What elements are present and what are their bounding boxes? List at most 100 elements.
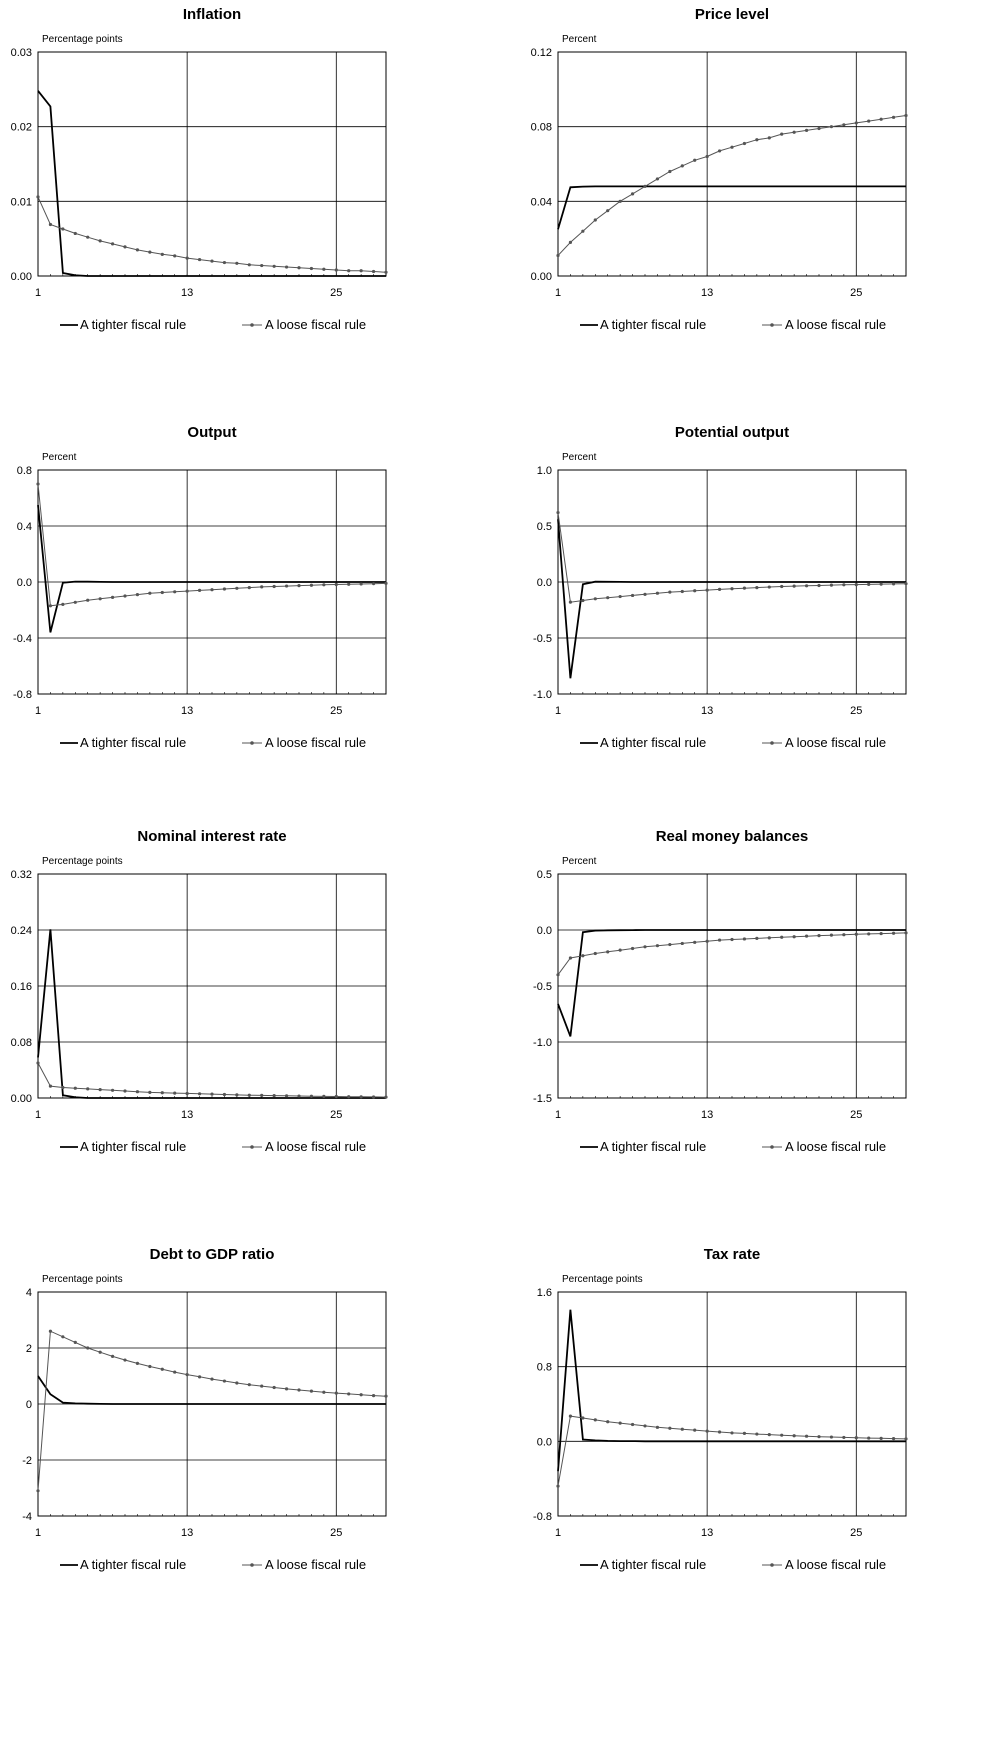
data-point bbox=[247, 586, 251, 590]
data-point bbox=[581, 1416, 585, 1420]
legend-marker-loose bbox=[770, 1145, 774, 1149]
data-point bbox=[284, 1387, 289, 1391]
data-point bbox=[334, 1094, 338, 1099]
data-point bbox=[260, 1093, 264, 1098]
legend-marker-loose bbox=[250, 323, 254, 327]
data-point bbox=[630, 192, 635, 196]
data-point bbox=[618, 199, 622, 203]
y-tick-label: 0.0 bbox=[537, 577, 552, 589]
data-point bbox=[829, 125, 834, 129]
data-point bbox=[284, 1094, 289, 1098]
chart-title: Real money balances bbox=[656, 828, 809, 845]
data-point bbox=[854, 121, 858, 125]
chart-title: Potential output bbox=[675, 424, 789, 441]
data-point bbox=[717, 149, 722, 153]
legend-label-loose: A loose fiscal rule bbox=[785, 735, 886, 750]
x-tick-label: 25 bbox=[330, 705, 342, 717]
data-point bbox=[322, 1390, 326, 1394]
data-point bbox=[371, 269, 376, 274]
data-point bbox=[829, 1435, 834, 1439]
data-point bbox=[347, 269, 351, 273]
x-tick-label: 1 bbox=[555, 1109, 561, 1121]
y-tick-label: 0.08 bbox=[11, 1037, 32, 1049]
data-point bbox=[593, 1418, 597, 1422]
data-point bbox=[247, 1383, 251, 1387]
data-point bbox=[668, 942, 672, 947]
data-point bbox=[284, 584, 289, 588]
data-point bbox=[123, 1089, 127, 1093]
data-point bbox=[891, 582, 896, 586]
legend-label-tight: A tighter fiscal rule bbox=[600, 317, 706, 332]
data-point bbox=[717, 587, 722, 591]
data-point bbox=[222, 260, 227, 265]
data-point bbox=[804, 1434, 809, 1438]
data-point bbox=[197, 1375, 202, 1379]
data-point bbox=[309, 266, 314, 271]
data-point bbox=[173, 254, 177, 258]
data-point bbox=[780, 1433, 784, 1437]
y-tick-label: 0.0 bbox=[537, 1436, 552, 1448]
data-point bbox=[556, 973, 560, 977]
y-tick-label: -0.5 bbox=[533, 981, 552, 993]
data-point bbox=[891, 931, 896, 935]
data-point bbox=[123, 245, 127, 249]
data-point bbox=[780, 935, 784, 939]
data-point bbox=[693, 940, 697, 944]
data-point bbox=[61, 1085, 65, 1090]
y-tick-label: 0.8 bbox=[537, 1362, 552, 1374]
data-point bbox=[593, 218, 597, 222]
data-point bbox=[110, 1088, 115, 1092]
chart-panel-potential-output: Potential output Percent 1.0 0.5 0.0 -0.5 -1.0… bbox=[520, 418, 912, 758]
data-point bbox=[581, 598, 585, 603]
data-point bbox=[210, 1092, 214, 1096]
y-tick-label: -0.5 bbox=[533, 633, 552, 645]
data-point bbox=[606, 209, 610, 213]
y-tick-label: 0.5 bbox=[537, 869, 552, 881]
y-tick-label: -1.0 bbox=[533, 1037, 552, 1049]
data-point bbox=[36, 482, 40, 486]
data-point bbox=[110, 595, 115, 599]
data-point bbox=[867, 582, 871, 586]
legend-label-tight: A tighter fiscal rule bbox=[600, 1557, 706, 1572]
data-point bbox=[247, 263, 251, 267]
data-point bbox=[568, 240, 573, 244]
data-point bbox=[272, 1385, 276, 1390]
data-point bbox=[197, 1092, 202, 1096]
data-point bbox=[618, 1421, 622, 1425]
data-point bbox=[48, 222, 53, 227]
data-point bbox=[235, 586, 239, 590]
chart-title: Debt to GDP ratio bbox=[150, 1246, 275, 1263]
legend-label-loose: A loose fiscal rule bbox=[785, 1139, 886, 1154]
data-point bbox=[148, 1364, 152, 1369]
legend-label-loose: A loose fiscal rule bbox=[265, 735, 366, 750]
chart-panel-inflation: Inflation Percentage points 0.03 0.02 0.01 0.… bbox=[0, 0, 392, 340]
legend-label-loose: A loose fiscal rule bbox=[785, 317, 886, 332]
data-point bbox=[135, 1090, 140, 1094]
series-line-tight bbox=[37, 1375, 386, 1405]
data-point bbox=[210, 588, 214, 592]
data-point bbox=[297, 266, 301, 270]
data-point bbox=[730, 145, 734, 149]
data-point bbox=[904, 582, 908, 586]
data-point bbox=[742, 937, 747, 941]
series-line-tight bbox=[557, 929, 906, 1037]
data-point bbox=[197, 588, 202, 592]
chart-panel-nominal-interest-rate: Nominal interest rate Percentage points 0.… bbox=[0, 822, 392, 1162]
x-tick-label: 25 bbox=[330, 1527, 342, 1539]
data-point bbox=[359, 582, 363, 586]
data-point bbox=[371, 582, 376, 586]
data-point bbox=[842, 583, 846, 587]
data-point bbox=[334, 268, 338, 272]
series-line-loose bbox=[37, 1330, 387, 1491]
data-point bbox=[717, 1430, 722, 1434]
x-tick-label: 13 bbox=[181, 287, 193, 299]
data-point bbox=[322, 267, 326, 271]
data-point bbox=[842, 933, 846, 937]
chart-title: Price level bbox=[695, 6, 769, 23]
data-point bbox=[222, 1092, 227, 1097]
data-point bbox=[854, 932, 858, 936]
data-point bbox=[655, 177, 660, 181]
data-point bbox=[693, 589, 697, 593]
data-point bbox=[643, 945, 647, 949]
y-tick-label: 0.24 bbox=[11, 925, 32, 937]
